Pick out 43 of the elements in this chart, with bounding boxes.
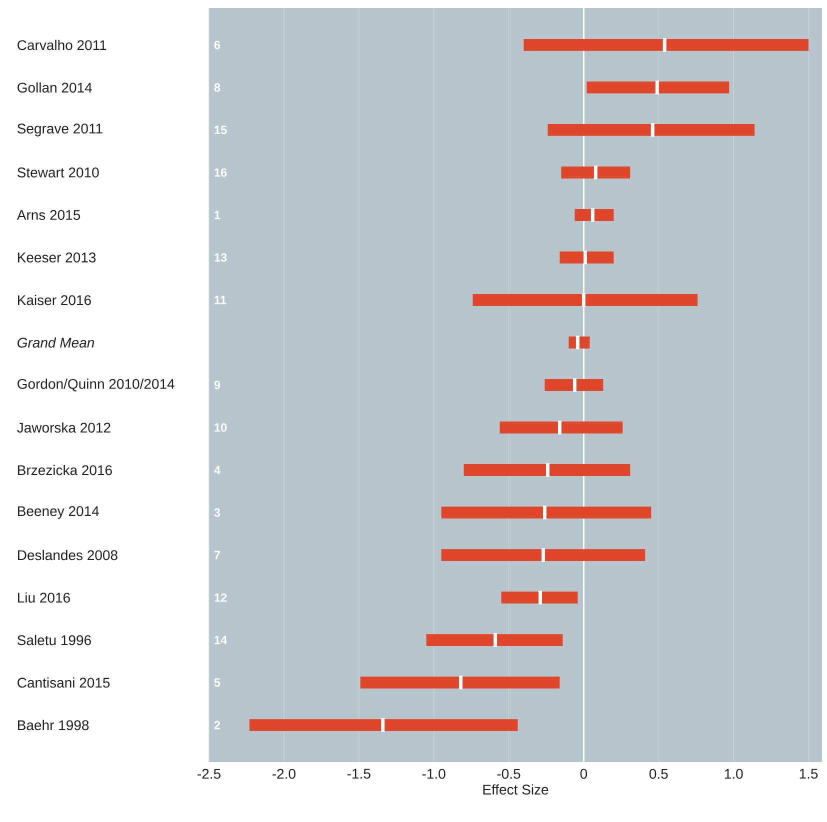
y-tick-label: Jaworska 2012 [17, 422, 110, 433]
x-tick-label: 0 [580, 768, 588, 779]
x-tick-label: -1.5 [347, 768, 370, 779]
annotation: 11 [214, 296, 226, 304]
annotation: 14 [214, 636, 228, 644]
y-tick-label: Stewart 2010 [18, 168, 99, 178]
y-tick-label: Keeser 2013 [18, 252, 96, 262]
annotation: 8 [214, 83, 220, 92]
x-tick-label: -0.5 [497, 768, 520, 779]
annotation: 12 [214, 593, 227, 602]
annotation: 3 [214, 508, 220, 517]
annotation: 16 [214, 168, 227, 177]
annotation: 4 [214, 466, 220, 474]
y-tick-label: Gordon/Quinn 2010/2014 [18, 378, 174, 392]
y-tick-label: Arns 2015 [16, 210, 80, 220]
annotation: 2 [214, 720, 220, 730]
y-tick-label: Deslandes 2008 [18, 550, 118, 560]
y-tick-label: Grand Mean [18, 337, 94, 348]
annotation: 13 [214, 253, 227, 262]
x-tick-label: -1.0 [422, 768, 446, 779]
annotation: 1 [214, 210, 220, 220]
y-tick-label: Kaiser 2016 [18, 294, 91, 306]
y-tick-label: Baehr 1998 [18, 720, 89, 730]
y-tick-label: Gollan 2014 [18, 82, 92, 93]
y-tick-label: Beeney 2014 [18, 506, 99, 519]
annotation: 10 [214, 423, 227, 432]
y-tick-label: Carvalho 2011 [18, 40, 106, 50]
annotation: 15 [214, 126, 227, 134]
annotation: 9 [214, 380, 220, 390]
x-axis-title: Effect Size [483, 784, 548, 795]
y-tick-label: Cantisani 2015 [18, 677, 110, 688]
x-tick-label: 1.5 [800, 768, 818, 779]
y-tick-label: Brzezicka 2016 [18, 464, 112, 476]
y-tick-label: Liu 2016 [18, 592, 70, 603]
y-tick-label: Saletu 1996 [18, 634, 91, 646]
annotation: 7 [214, 550, 220, 560]
x-tick-label: -2.0 [272, 768, 296, 779]
x-tick-label: 0.5 [649, 768, 668, 779]
annotation: 5 [214, 678, 220, 687]
x-tick-label: 1.0 [724, 768, 743, 779]
annotation: 6 [214, 40, 220, 50]
y-tick-label: Segrave 2011 [18, 124, 102, 136]
x-tick-label: -2.5 [198, 768, 220, 779]
